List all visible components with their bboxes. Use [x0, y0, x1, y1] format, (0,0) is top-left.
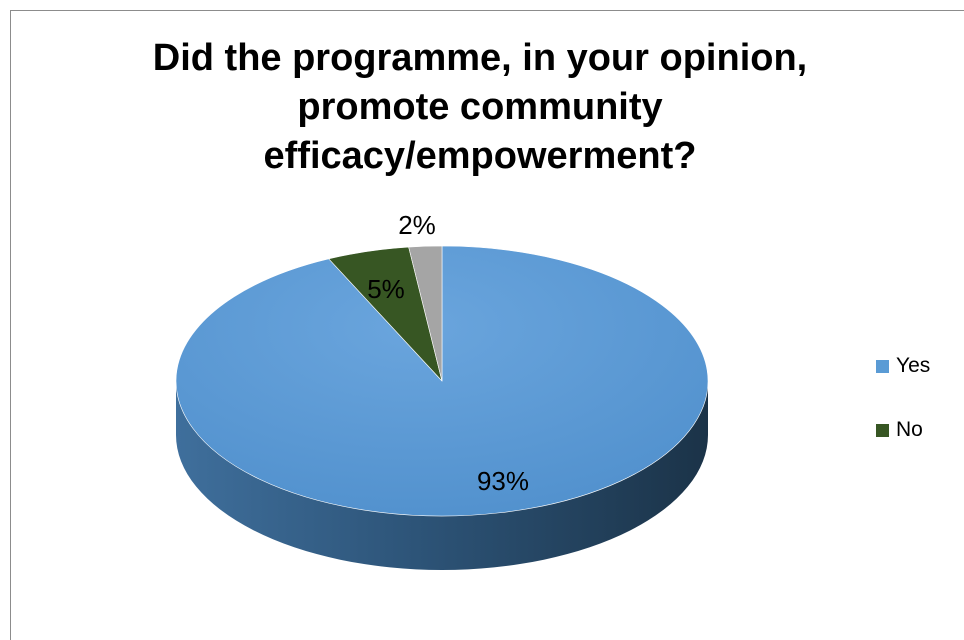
legend-swatch-no	[876, 424, 889, 437]
chart-frame	[10, 10, 964, 640]
pie-side-wall	[176, 381, 708, 570]
chart-title-line-2: promote community	[297, 86, 663, 128]
pie-data-labels: 93% 5% 2%	[367, 210, 529, 496]
legend-label-no: No	[896, 418, 923, 441]
legend-swatch-yes	[876, 360, 889, 373]
data-label-yes: 93%	[477, 466, 529, 496]
legend-label-yes: Yes	[896, 354, 931, 377]
chart-title: Did the programme, in your opinion, prom…	[40, 34, 920, 181]
data-label-no: 5%	[367, 274, 405, 304]
pie-slice-other	[408, 245, 443, 382]
pie-side-band	[176, 381, 708, 570]
pie-top-face	[175, 245, 709, 517]
chart-title-line-1: Did the programme, in your opinion,	[152, 37, 808, 79]
data-label-other: 2%	[398, 210, 436, 240]
chart-title-line-3: efficacy/empowerment?	[263, 135, 697, 177]
